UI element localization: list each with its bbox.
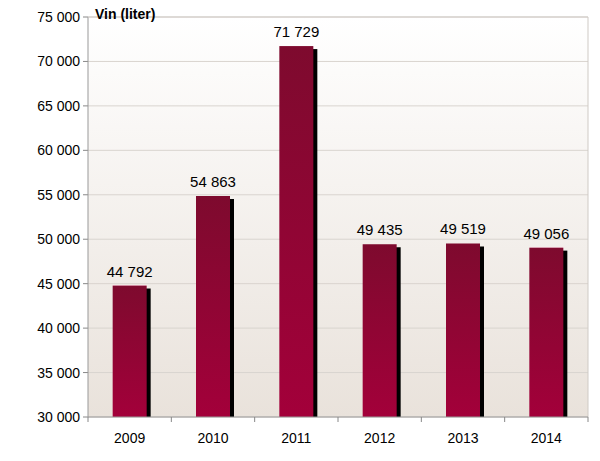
y-tick-label: 35 000 [37,365,80,381]
grid-line [88,61,588,62]
y-tick [83,239,88,240]
x-tick [254,417,255,422]
grid-line [88,150,588,151]
bar [279,46,313,417]
y-tick-label: 30 000 [37,409,80,425]
x-tick-label: 2009 [114,430,145,446]
bars [113,46,568,417]
y-tick-label: 75 000 [37,9,80,25]
y-tick [83,283,88,284]
y-tick-label: 60 000 [37,142,80,158]
grid-line [88,17,588,18]
x-tick [588,417,589,422]
chart-container: 30 000 35 000 40 000 45 000 50 000 55 000 60 0… [0,0,600,461]
bar [113,286,147,417]
data-label: 49 056 [523,225,569,242]
y-tick-label: 55 000 [37,187,80,203]
x-tick-label: 2010 [197,430,228,446]
axis-title: Vin (liter) [95,6,155,22]
y-tick [83,150,88,151]
bar [196,196,230,417]
grid-line [88,105,588,106]
chart-svg: 30 000 35 000 40 000 45 000 50 000 55 000 60 0… [0,0,600,461]
y-tick [83,417,88,418]
x-tick [171,417,172,422]
bar [529,248,563,417]
plot-background [88,17,588,417]
x-tick [421,417,422,422]
y-tick [83,17,88,18]
y-tick-label: 50 000 [37,231,80,247]
data-label: 54 863 [190,173,236,190]
x-tick-label: 2013 [447,430,478,446]
x-tick [504,417,505,422]
data-label: 44 792 [107,263,153,280]
data-label: 71 729 [273,23,319,40]
y-tick [83,328,88,329]
plot-frame-top [88,17,588,18]
y-tick-label: 40 000 [37,320,80,336]
grid-line [88,239,588,240]
plot-frame-right [588,17,589,417]
y-tick [83,194,88,195]
x-tick [338,417,339,422]
y-tick-label: 45 000 [37,276,80,292]
y-tick-label: 65 000 [37,98,80,114]
y-tick [83,105,88,106]
y-tick [83,61,88,62]
bar [363,244,397,417]
data-label: 49 519 [440,220,486,237]
y-tick [83,372,88,373]
x-tick-label: 2012 [364,430,395,446]
grid-line [88,372,588,373]
bar [446,243,480,417]
grid-line [88,328,588,329]
grid-line [88,283,588,284]
x-tick-label: 2014 [531,430,562,446]
grid-line [88,194,588,195]
y-axis-line [88,17,89,417]
data-label: 49 435 [357,221,403,238]
x-tick-label: 2011 [281,430,311,446]
y-tick-label: 70 000 [37,53,80,69]
x-tick [88,417,89,422]
